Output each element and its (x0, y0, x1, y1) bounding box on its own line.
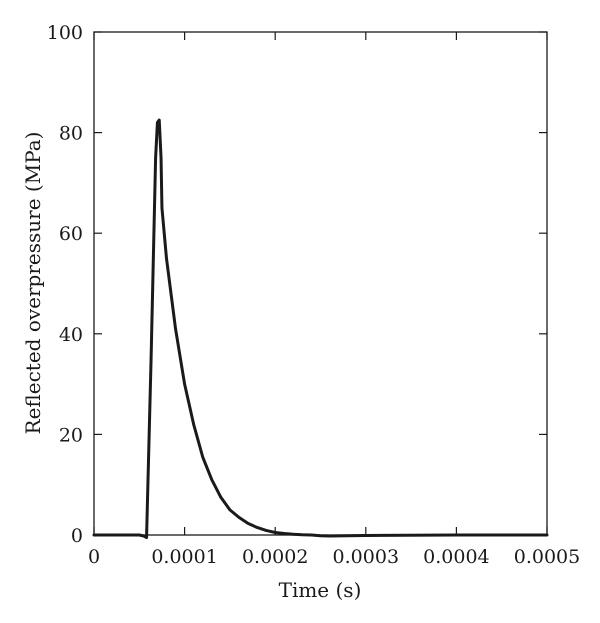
x-tick-label: 0 (88, 546, 100, 568)
x-axis-ticks: 0 0.0001 0.0002 0.0003 0.0004 0.0005 (88, 32, 580, 568)
series-line (92, 118, 549, 540)
y-tick-label: 0 (71, 525, 83, 547)
x-axis-label: Time (s) (279, 578, 362, 602)
y-axis-label: Reflected overpressure (MPa) (21, 132, 45, 435)
y-tick-label: 20 (59, 424, 83, 446)
x-tick-label: 0.0004 (423, 546, 489, 568)
y-tick-label: 100 (47, 22, 83, 44)
x-tick-label: 0.0002 (242, 546, 308, 568)
x-tick-label: 0.0001 (151, 546, 217, 568)
y-tick-label: 80 (59, 123, 83, 145)
y-tick-label: 40 (59, 324, 83, 346)
y-tick-label: 60 (59, 223, 83, 245)
x-tick-label: 0.0005 (514, 546, 580, 568)
plot-frame (93, 31, 548, 536)
x-tick-label: 0.0003 (333, 546, 399, 568)
y-axis-ticks: 0 20 40 60 80 100 (47, 22, 547, 547)
